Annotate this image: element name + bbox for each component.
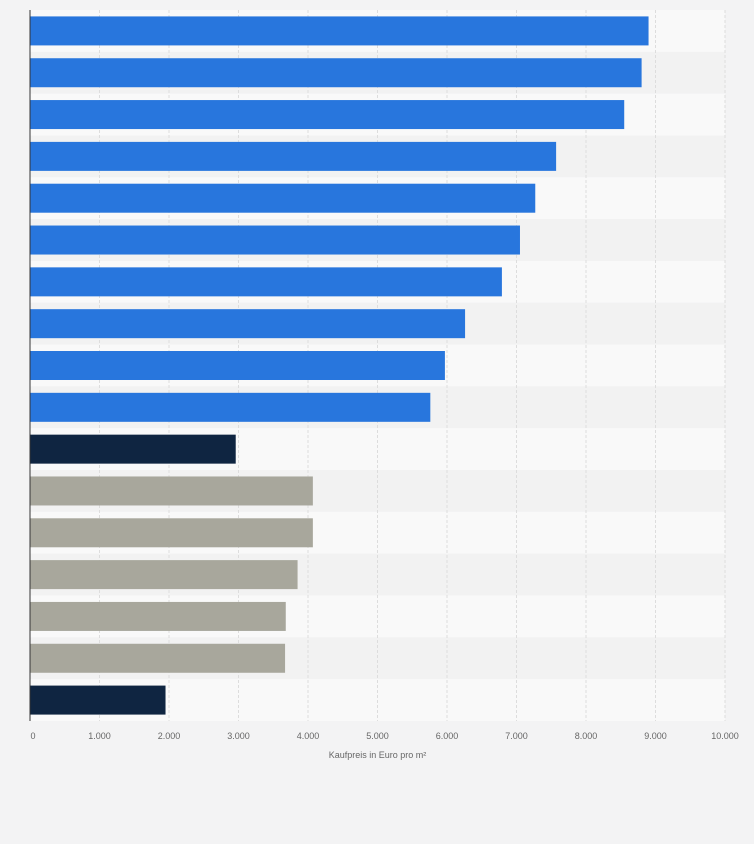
x-tick-label: 0: [30, 731, 35, 741]
x-tick-label: 9.000: [644, 731, 667, 741]
bar: [30, 351, 445, 380]
bar: [30, 560, 298, 590]
x-tick-label: 1.000: [88, 731, 111, 741]
bar: [30, 309, 466, 339]
bar: [30, 434, 236, 464]
x-tick-label: 6.000: [436, 731, 459, 741]
x-tick-label: 8.000: [575, 731, 598, 741]
x-tick-label: 10.000: [711, 731, 739, 741]
x-tick-label: 2.000: [158, 731, 181, 741]
x-axis-label: Kaufpreis in Euro pro m²: [329, 750, 427, 760]
bar: [30, 392, 431, 422]
bar: [30, 183, 536, 213]
bar: [30, 601, 286, 631]
bar: [30, 476, 313, 506]
x-tick-label: 5.000: [366, 731, 389, 741]
x-tick-label: 4.000: [297, 731, 320, 741]
bar: [30, 518, 313, 548]
bar: [30, 141, 557, 171]
x-axis-ticks: 0 1.000 2.000 3.000 4.000 5.000 6.000 7.000 8.00…: [30, 731, 738, 741]
bars: [30, 16, 649, 715]
x-tick-label: 3.000: [227, 731, 250, 741]
bar: [30, 643, 286, 673]
bar: [30, 100, 625, 130]
bar: [30, 225, 520, 255]
x-tick-label: 7.000: [505, 731, 528, 741]
bar: [30, 267, 502, 297]
bar: [30, 58, 642, 88]
bar: [30, 685, 166, 715]
bar: [30, 16, 649, 46]
